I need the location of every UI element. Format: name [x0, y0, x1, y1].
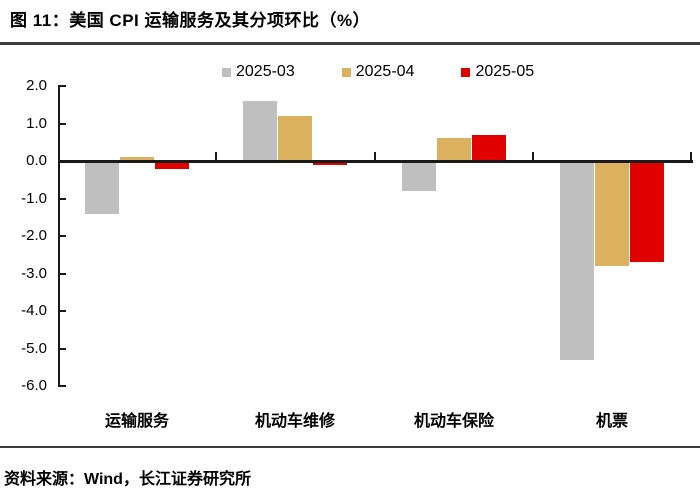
- y-axis-tick-label: -6.0: [21, 377, 47, 394]
- x-axis-tick: [215, 152, 217, 161]
- y-axis-tick-label: -5.0: [21, 339, 47, 357]
- bar: [155, 161, 189, 169]
- title-separator-line: [0, 42, 700, 45]
- y-axis-tick-label: -1.0: [21, 189, 47, 207]
- y-axis-tick: [58, 85, 66, 87]
- bar-chart-plot-area: 2.0 1.0 0.0 -1.0 -2.0 -3.0 -4.0 -5.0 -6.0 运输服务 机动车…: [21, 77, 693, 430]
- y-axis-tick: [58, 310, 66, 312]
- category-label: 机动车维修: [254, 413, 335, 430]
- y-axis-tick-label: 2.0: [26, 77, 47, 94]
- bar: [630, 161, 664, 262]
- y-axis-tick-label: -3.0: [21, 264, 47, 282]
- legend-color-swatch: [222, 67, 231, 77]
- y-axis-tick-label: -2.0: [21, 227, 47, 244]
- legend-item: 2025-03: [222, 63, 295, 81]
- x-axis-tick: [532, 152, 534, 161]
- x-axis-tick: [374, 152, 376, 161]
- bar: [595, 161, 629, 266]
- bar: [278, 116, 312, 161]
- bar: [313, 161, 347, 165]
- footer-separator-line: [0, 446, 700, 448]
- bar: [472, 135, 506, 161]
- y-axis-tick: [58, 385, 66, 387]
- category-label: 机动车保险: [413, 413, 494, 430]
- legend-series-label: 2025-03: [236, 63, 295, 80]
- legend-color-swatch: [341, 67, 351, 77]
- category-label: 运输服务: [104, 413, 169, 430]
- legend-series-label: 2025-05: [475, 63, 535, 80]
- bar: [243, 101, 277, 161]
- chart-title: 图 11：美国 CPI 运输服务及其分项环比（%）: [10, 11, 371, 30]
- legend-color-swatch: [461, 67, 471, 77]
- legend-item: 2025-05: [461, 63, 534, 81]
- category-label: 机票: [595, 413, 628, 430]
- bar: [402, 161, 436, 191]
- data-source-note: 资料来源：Wind，长江证券研究所: [4, 471, 251, 488]
- legend-item: 2025-04: [341, 63, 415, 81]
- bar: [437, 138, 471, 161]
- y-axis-tick-label: -4.0: [21, 302, 47, 319]
- y-axis-tick: [58, 122, 66, 125]
- chart-legend: 2025-03 2025-04 2025-05: [222, 62, 534, 82]
- y-axis-tick-label: 1.0: [26, 114, 47, 132]
- y-axis-tick: [58, 235, 66, 237]
- y-axis-tick: [58, 347, 66, 350]
- x-axis-zero-line: [58, 160, 693, 163]
- y-axis-tick: [58, 272, 66, 275]
- legend-series-label: 2025-04: [355, 63, 415, 80]
- x-axis-tick: [690, 152, 692, 161]
- y-axis-tick-label: 0.0: [26, 152, 47, 169]
- bar: [560, 161, 594, 360]
- y-axis-tick: [58, 197, 66, 200]
- bar: [85, 161, 119, 214]
- bar: [120, 157, 154, 161]
